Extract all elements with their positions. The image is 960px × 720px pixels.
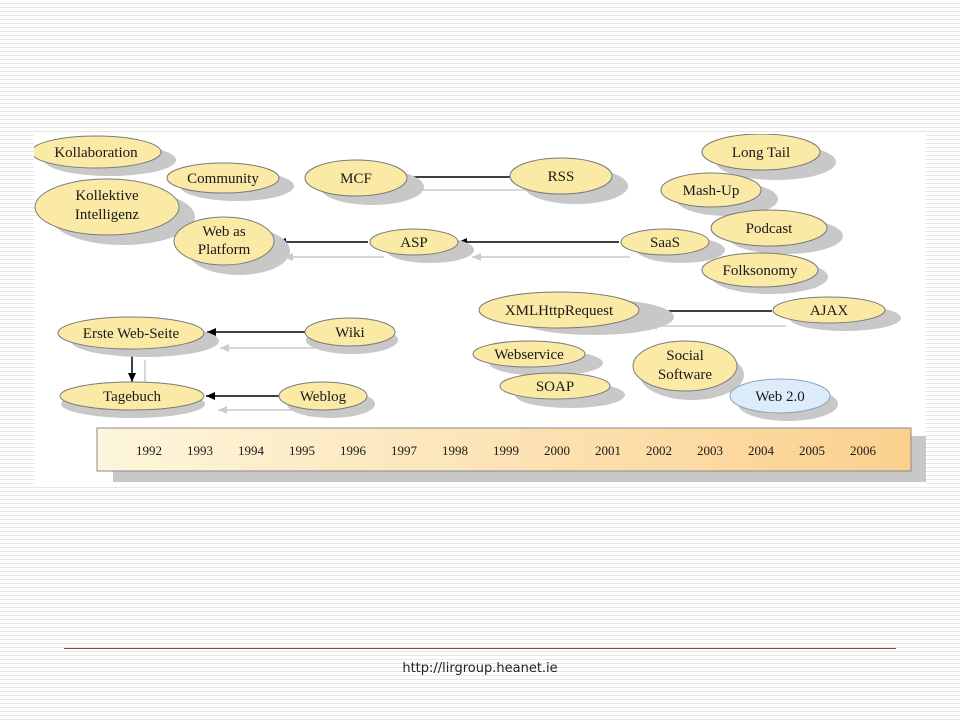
node-podcast (710, 209, 828, 247)
footer-url[interactable]: http://lirgroup.heanet.ie (402, 661, 558, 676)
node-ajax (772, 296, 886, 324)
node-saas (620, 228, 710, 256)
year-label: 2004 (748, 443, 775, 458)
node-kollaboration (34, 135, 162, 169)
label-long-tail: Long Tail (732, 145, 790, 161)
label-erste-web-seite: Erste Web-Seite (83, 326, 180, 342)
label-intelligenz: Intelligenz (75, 207, 139, 223)
shadow-arrows (144, 186, 786, 414)
year-label: 1996 (340, 443, 367, 458)
year-label: 2000 (544, 443, 570, 458)
label-software: Software (658, 367, 712, 383)
year-label: 1992 (136, 443, 162, 458)
label-weblog: Weblog (300, 389, 347, 405)
label-podcast: Podcast (746, 221, 793, 237)
node-erste-web-seite (57, 316, 205, 350)
label-ajax: AJAX (810, 303, 849, 319)
footer-divider (64, 648, 896, 649)
label-kollaboration: Kollaboration (54, 145, 138, 161)
node-asp (369, 228, 459, 256)
year-label: 1993 (187, 443, 213, 458)
label-folksonomy: Folksonomy (722, 263, 798, 279)
dependency-arrows (128, 173, 772, 400)
year-label: 2006 (850, 443, 877, 458)
node-wiki (304, 317, 396, 347)
timeline-bar (96, 427, 912, 472)
label-webservice: Webservice (494, 347, 564, 363)
label-soap: SOAP (536, 379, 574, 395)
label-community: Community (187, 171, 259, 187)
year-label: 2005 (799, 443, 825, 458)
node-web-as-platform (173, 216, 275, 266)
node-tagebuch (59, 381, 205, 411)
label-tagebuch: Tagebuch (103, 389, 162, 405)
node-weblog (278, 381, 368, 411)
label-kollektive: Kollektive (75, 188, 139, 204)
label-asp: ASP (400, 235, 428, 251)
label-mash-up: Mash-Up (683, 183, 740, 199)
timeline-years: 1992 1993 1994 1995 1996 1997 1998 1999 … (136, 443, 877, 458)
year-label: 2003 (697, 443, 723, 458)
label-wiki: Wiki (335, 325, 364, 341)
year-label: 2002 (646, 443, 672, 458)
node-long-tail (701, 134, 821, 171)
year-label: 1999 (493, 443, 519, 458)
year-label: 1994 (238, 443, 265, 458)
year-label: 2001 (595, 443, 621, 458)
label-platform: Platform (198, 242, 251, 258)
label-web-2-0: Web 2.0 (755, 389, 805, 405)
label-web-as: Web as (202, 224, 246, 240)
label-saas: SaaS (650, 235, 680, 251)
year-label: 1995 (289, 443, 315, 458)
node-mcf (304, 159, 408, 197)
node-folksonomy (701, 252, 819, 288)
label-rss: RSS (548, 169, 575, 185)
label-xmlhttprequest: XMLHttpRequest (505, 303, 614, 319)
year-label: 1998 (442, 443, 468, 458)
node-web-2-0 (729, 378, 831, 414)
node-xmlhttprequest (478, 291, 640, 329)
label-social: Social (666, 348, 704, 364)
label-mcf: MCF (340, 171, 372, 187)
node-community (166, 162, 280, 194)
node-webservice (472, 340, 586, 368)
year-label: 1997 (391, 443, 418, 458)
node-mash-up (660, 172, 762, 208)
node-rss (509, 157, 613, 195)
diagram-panel: Kollaboration Community Kollektive Intel… (34, 134, 926, 486)
node-soap (499, 372, 611, 400)
node-social-software (632, 340, 738, 392)
web20-timeline-diagram: Kollaboration Community Kollektive Intel… (34, 134, 926, 482)
node-kollektive-intelligenz (34, 178, 180, 236)
